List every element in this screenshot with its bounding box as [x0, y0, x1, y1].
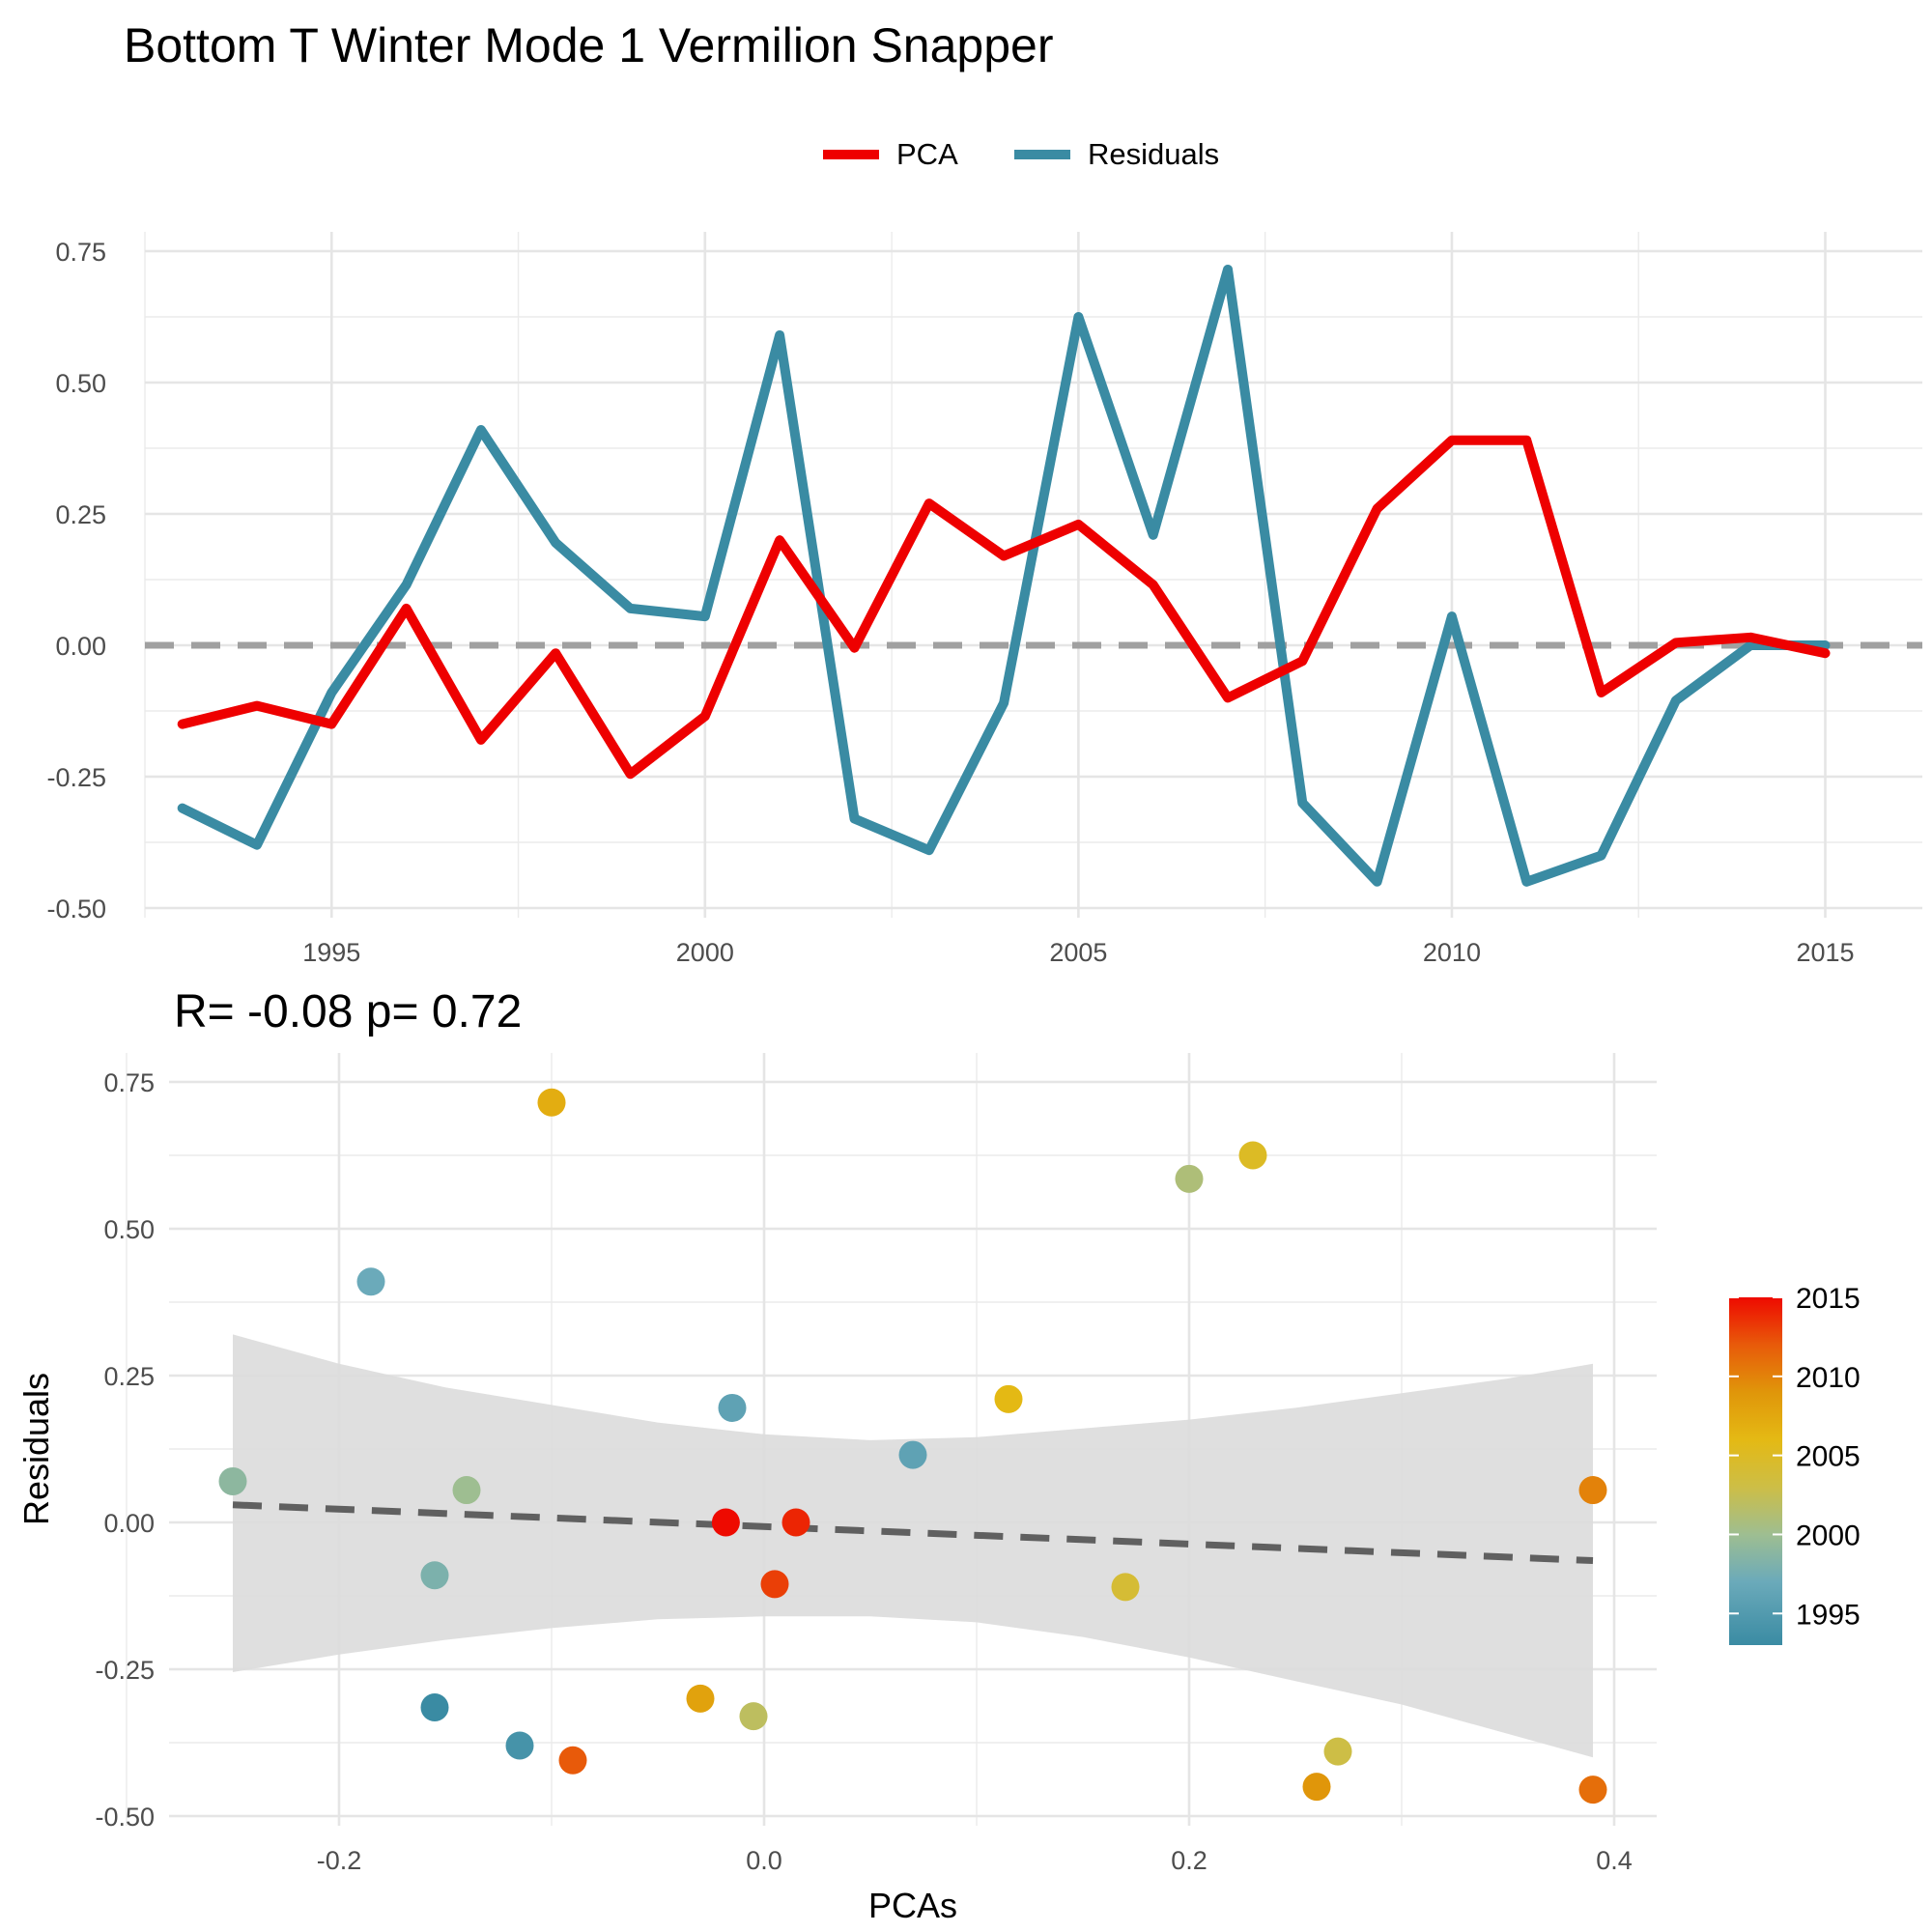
x-tick-label: 2005 [1049, 938, 1107, 967]
scatter-point [1578, 1476, 1607, 1505]
scatter-point [558, 1746, 587, 1775]
y-tick-label: 0.25 [103, 1362, 155, 1391]
residuals-line [177, 265, 1831, 887]
scatter-point [898, 1440, 927, 1469]
scatter-point [994, 1384, 1023, 1413]
scatter-point [781, 1508, 810, 1537]
x-tick-label: 1995 [302, 938, 360, 967]
scatter-point [1238, 1141, 1267, 1170]
chart-title: Bottom T Winter Mode 1 Vermilion Snapper [124, 18, 1054, 72]
x-tick-label: 2015 [1796, 938, 1854, 967]
y-tick-label: 0.25 [55, 500, 106, 529]
y-tick-label: 0.50 [55, 369, 106, 398]
legend-label-pca: PCA [896, 137, 958, 171]
y-tick-label: 0.00 [55, 632, 106, 661]
confidence-band [233, 1334, 1593, 1758]
scatter-point [420, 1693, 449, 1722]
legend-label-residuals: Residuals [1088, 137, 1220, 171]
colorbar-tick-label: 2005 [1796, 1441, 1861, 1473]
scatter-point [686, 1684, 715, 1713]
colorbar-tick-label: 2015 [1796, 1283, 1861, 1315]
y-tick-label: -0.50 [46, 895, 106, 923]
y-tick-label: 0.75 [103, 1068, 155, 1097]
y-tick-label: 0.75 [55, 238, 106, 267]
scatter-point [1175, 1164, 1204, 1193]
scatter-point [1111, 1573, 1140, 1602]
x-tick-label: 0.4 [1596, 1846, 1633, 1875]
y-tick-label: -0.50 [95, 1803, 155, 1832]
x-tick-label: -0.2 [317, 1846, 362, 1875]
scatter-point [711, 1508, 740, 1537]
scatter-point [1578, 1776, 1607, 1804]
x-axis-title: PCAs [868, 1886, 957, 1925]
scatter-point [452, 1476, 481, 1505]
legend-swatch-residuals [1014, 150, 1070, 159]
x-tick-label: 0.0 [746, 1846, 782, 1875]
y-axis-title: Residuals [16, 1373, 56, 1525]
legend: PCA Residuals [0, 126, 1932, 184]
colorbar-tick-label: 2010 [1796, 1362, 1861, 1394]
time-series-chart: 0.75 0.50 0.25 0.00 -0.25 -0.50 1995 2000 2005 20… [46, 232, 1922, 967]
y-tick-label: 0.50 [103, 1215, 155, 1244]
colorbar-tick-label: 1995 [1796, 1599, 1861, 1631]
scatter-point [218, 1466, 247, 1495]
y-tick-label: 0.00 [103, 1509, 155, 1538]
scatter-point [760, 1570, 789, 1599]
x-tick-label: 0.2 [1171, 1846, 1208, 1875]
y-tick-label: -0.25 [46, 763, 106, 792]
color-scale-bar [1729, 1297, 1782, 1645]
colorbar-tick-label: 2000 [1796, 1520, 1861, 1551]
legend-item-pca: PCA [823, 126, 958, 184]
x-tick-label: 2000 [676, 938, 734, 967]
scatter-point [739, 1702, 768, 1731]
scatter-point [718, 1393, 747, 1422]
regression-fit-line [232, 1501, 1594, 1565]
scatter-point [537, 1088, 566, 1117]
scatter-point [1302, 1773, 1331, 1802]
scatter-chart: 0.75 0.50 0.25 0.00 -0.25 -0.50 -0.2 0.0 0.2 0.4 P… [16, 1053, 1861, 1925]
x-tick-label: 2010 [1423, 938, 1481, 967]
y-tick-label: -0.25 [95, 1656, 155, 1685]
pca-line [177, 435, 1831, 780]
scatter-point [356, 1267, 385, 1296]
legend-item-residuals: Residuals [1014, 126, 1219, 184]
scatter-point [1323, 1737, 1352, 1766]
scatter-point [420, 1561, 449, 1590]
legend-swatch-pca [823, 150, 879, 159]
correlation-stats: R= -0.08 p= 0.72 [174, 986, 523, 1037]
scatter-point [505, 1731, 534, 1760]
